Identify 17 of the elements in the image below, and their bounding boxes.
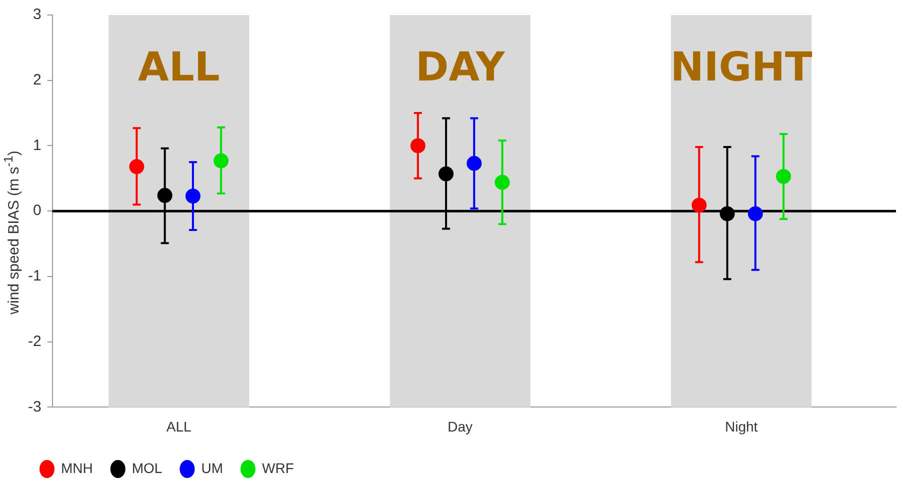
y-tick-label: 0 — [32, 202, 42, 220]
band-label: DAY — [415, 44, 506, 90]
y-tick-label: -2 — [28, 332, 42, 350]
legend-label: MOL — [132, 460, 162, 476]
x-tick-label: ALL — [166, 418, 192, 434]
legend-label: MNH — [61, 460, 93, 476]
x-tick-label: Night — [724, 418, 758, 434]
band-label: NIGHT — [670, 44, 814, 90]
y-tick-label: 1 — [32, 136, 42, 154]
y-tick-label: 3 — [32, 6, 42, 24]
legend-label: WRF — [262, 460, 294, 476]
y-tick-label: -3 — [28, 398, 42, 416]
band-label: ALL — [138, 44, 220, 90]
y-tick-label: -1 — [28, 268, 42, 285]
y-tick-label: 2 — [32, 72, 42, 89]
x-tick-label: Day — [448, 418, 473, 434]
legend-label: UM — [201, 460, 223, 476]
